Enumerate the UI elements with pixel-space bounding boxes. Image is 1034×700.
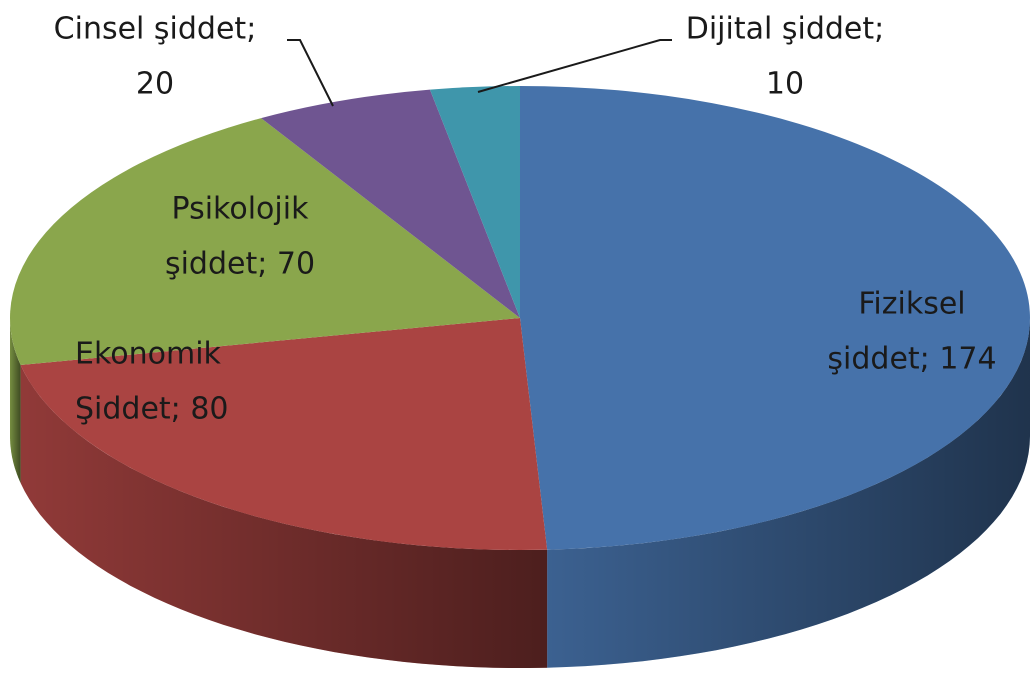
slice-side-shade (547, 318, 1030, 668)
slice (520, 86, 1031, 550)
slice (429, 86, 520, 318)
pie-tops (9, 86, 1031, 550)
data-label-line: Dijital şiddet; (686, 12, 885, 47)
pie-sides (10, 318, 1030, 668)
data-label-line: 10 (766, 67, 804, 102)
data-label: Ekonomik Şiddet; 80 (75, 337, 229, 427)
data-label: Psikolojik şiddet; 70 (165, 192, 315, 282)
data-label-line: Cinsel şiddet; (54, 12, 257, 47)
data-label-line: şiddet; 70 (165, 247, 315, 282)
data-label-line: Psikolojik (172, 192, 310, 227)
data-label: Dijital şiddet; 10 (686, 12, 885, 102)
labels: Fiziksel şiddet; 174 Ekonomik Şiddet; 80 Psi… (54, 12, 997, 427)
data-label-line: 20 (136, 67, 174, 102)
slice (261, 89, 520, 318)
data-label-line: Ekonomik (75, 337, 222, 372)
slice-side-shade (20, 365, 548, 668)
slice (9, 118, 521, 366)
data-label-line: şiddet; 174 (827, 342, 996, 377)
data-label-line: Şiddet; 80 (75, 392, 229, 427)
leader-line (287, 39, 334, 107)
leader-line (477, 39, 672, 93)
data-label: Fiziksel şiddet; 174 (827, 287, 996, 377)
slice (20, 318, 548, 550)
data-label-line: Fiziksel (858, 287, 965, 322)
data-label: Cinsel şiddet; 20 (54, 12, 257, 102)
slice-side-shade (10, 318, 21, 483)
